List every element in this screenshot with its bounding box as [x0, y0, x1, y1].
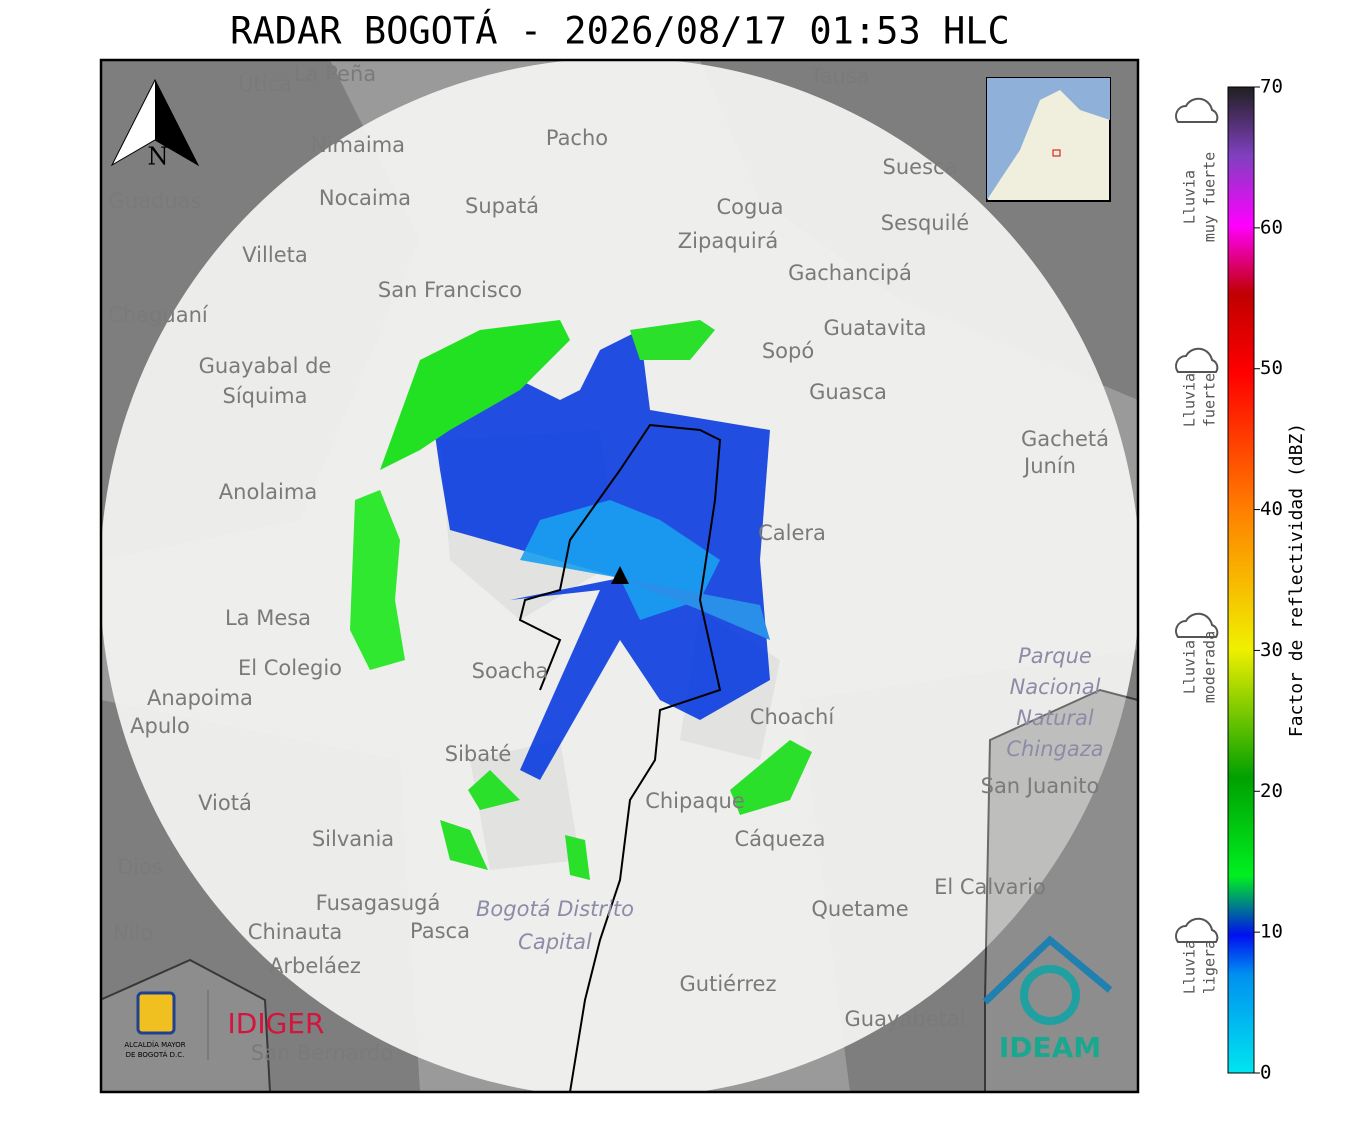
rain-level-label: Lluvia — [1181, 373, 1199, 427]
place-name: Gutiérrez — [680, 972, 777, 996]
title: RADAR BOGOTÁ - 2026/08/17 01:53 HLC — [230, 9, 1010, 53]
place-name: Cáqueza — [735, 827, 826, 851]
place-name: Guatavita — [824, 316, 927, 340]
place-name: Sopó — [762, 339, 814, 363]
park-name: Natural — [1016, 706, 1094, 730]
place-name: Calera — [758, 521, 826, 545]
place-name: Supatá — [465, 194, 539, 218]
rain-level-label: Lluvia — [1181, 170, 1199, 224]
place-name: Síquima — [223, 384, 308, 408]
place-name: La Peña — [294, 62, 376, 86]
place-name: Guayabal de — [199, 354, 332, 378]
rain-level-label: ligera — [1201, 940, 1219, 994]
logo-text: ALCALDÍA MAYOR — [124, 1040, 185, 1049]
place-name: Guasca — [809, 380, 887, 404]
place-name: Chaguaní — [108, 303, 209, 327]
place-name: Apulo — [130, 714, 190, 738]
place-name: Chinauta — [248, 920, 342, 944]
place-name: Tausa — [809, 64, 869, 88]
north-label: N — [148, 143, 169, 171]
place-name: Sesquilé — [881, 211, 969, 235]
place-name: Guayabetal — [845, 1007, 966, 1031]
place-name: Anolaima — [219, 480, 317, 504]
place-name: Gachancipá — [788, 261, 912, 285]
place-name: Cogua — [716, 195, 783, 219]
rain-icon — [1175, 917, 1219, 943]
logo-idiger: IDIGER — [228, 1007, 325, 1040]
rain-level-label: muy fuerte — [1201, 152, 1219, 242]
place-name: Dios — [117, 855, 163, 879]
park-name: Chingaza — [1006, 737, 1103, 761]
place-name: Villeta — [242, 243, 307, 267]
rain-level: Lluvia fuerte — [1181, 373, 1219, 427]
place-name: Quetame — [811, 897, 908, 921]
logo-ideam: IDEAM — [999, 1031, 1101, 1064]
rain-level-label: Lluvia — [1181, 640, 1199, 694]
place-name: San Bernardo — [251, 1041, 393, 1065]
place-name: Guaduas — [109, 189, 202, 213]
place-name: Anapoima — [147, 686, 253, 710]
place-name: San Francisco — [378, 278, 522, 302]
colorbar-tick-label: 20 — [1260, 780, 1283, 802]
place-name: Suesca — [883, 155, 958, 179]
place-name: Soacha — [472, 659, 549, 683]
colorbar-tick-label: 10 — [1260, 921, 1283, 943]
rain-level: Lluvia ligera — [1181, 940, 1219, 994]
place-name: Nilo — [113, 921, 153, 945]
place-name: Nocaima — [319, 186, 411, 210]
rain-level-label: moderada — [1201, 631, 1219, 703]
place-name: Nimaima — [311, 133, 405, 157]
logo-text: DE BOGOTÁ D.C. — [126, 1050, 185, 1059]
place-name: Gachetá — [1021, 427, 1109, 451]
rain-level-label: fuerte — [1201, 373, 1219, 427]
park-name: Parque — [1018, 644, 1092, 668]
place-name: Fusagasugá — [316, 891, 441, 915]
place-name: Sibaté — [445, 742, 512, 766]
rain-icon — [1175, 97, 1219, 123]
place-name: Arbeláez — [269, 954, 361, 978]
colorbar-tick-label: 70 — [1260, 76, 1283, 98]
place-name: El Colegio — [238, 656, 342, 680]
place-name: Chipaque — [645, 789, 745, 813]
place-name: La Mesa — [225, 606, 311, 630]
rain-level-label: Lluvia — [1181, 940, 1199, 994]
place-name: Viotá — [198, 791, 252, 815]
rain-icon — [1175, 347, 1219, 373]
place-name: Silvania — [312, 827, 394, 851]
colorbar-tick-label: 0 — [1260, 1062, 1271, 1084]
radar-echoes — [350, 320, 812, 880]
place-name: El Calvario — [934, 875, 1046, 899]
place-name: Choachí — [750, 705, 836, 729]
district-name: Capital — [518, 930, 592, 954]
place-name: Junín — [1022, 454, 1076, 478]
rain-icon — [1175, 612, 1219, 638]
colorbar-tick-label: 30 — [1260, 639, 1283, 661]
rain-level: Lluvia moderada — [1181, 631, 1219, 703]
colorbar-tick-label: 60 — [1260, 216, 1283, 238]
colorbar-label: Factor de reflectividad (dBZ) — [1286, 423, 1307, 737]
place-name: Pasca — [410, 919, 470, 943]
place-name: Zipaquirá — [678, 229, 778, 253]
park-name: Nacional — [1010, 675, 1101, 699]
rain-level: Lluvia muy fuerte — [1181, 152, 1219, 242]
colorbar-tick-label: 50 — [1260, 357, 1283, 379]
place-name: Pacho — [546, 126, 608, 150]
place-name: San Juanito — [981, 774, 1100, 798]
place-name: Útica — [238, 71, 292, 96]
district-name: Bogotá Distrito — [476, 897, 634, 921]
colorbar-tick-label: 40 — [1260, 498, 1283, 520]
